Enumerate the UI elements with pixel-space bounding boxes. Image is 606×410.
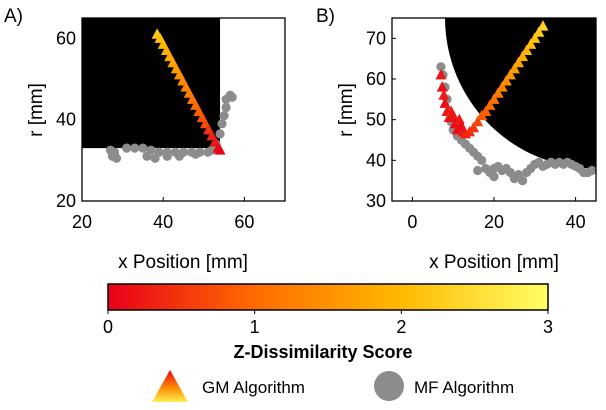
x-tick-label: 20 [484,212,504,232]
y-tick-label: 20 [56,191,76,211]
gm-point [533,26,545,37]
gm-point [438,89,450,100]
panel-b: B) 0 20 40 30 40 50 60 70 x Position [mm] r [mm… [316,6,597,273]
panel-a-ylabel: r [mm] [26,83,47,137]
mf-point [217,119,227,129]
gm-point [484,99,496,110]
gm-point [508,62,520,74]
y-tick-label: 70 [366,28,386,48]
panel-a: A) 20 40 60 20 40 60 x Position [mm] r [mm] [4,6,286,273]
mf-legend-circle-icon [374,371,404,401]
panel-a-xlabel: x Position [mm] [118,252,248,273]
gm-point [521,44,533,56]
gm-point [472,115,484,127]
gm-point [436,81,448,92]
mf-point [509,174,519,184]
gm-point [214,144,226,155]
mf-point [111,153,122,163]
gm-point [435,68,447,80]
panel-b-mf-series [436,62,596,186]
y-tick-label: 30 [366,191,386,211]
plot-frame [81,17,286,202]
x-tick-label: 0 [407,212,417,232]
mf-point [489,172,499,182]
mf-point [162,151,172,161]
colorbar: 0 1 2 3 Z-Dissimilarity Score [103,283,553,362]
gm-point [496,81,508,92]
colorbar-tick-label: 0 [103,317,113,337]
y-tick-label: 40 [366,150,386,170]
x-tick-label: 60 [234,212,254,232]
gm-point [480,105,492,117]
mf-point [215,129,225,139]
panel-a-obstacle [82,18,221,149]
mf-point [219,111,229,121]
y-tick-label: 60 [56,28,76,48]
gm-point [517,50,529,62]
x-tick-label: 20 [72,212,92,232]
panel-a-mf-series [105,90,237,163]
colorbar-label: Z-Dissimilarity Score [233,342,412,362]
gm-point [525,38,537,49]
colorbar-tick-label: 1 [250,317,260,337]
gm-point [492,87,504,98]
gm-point [512,56,524,68]
panel-a-axes: 20 40 60 20 40 60 [56,17,286,232]
gm-legend-label: GM Algorithm [202,378,305,397]
panel-b-xlabel: x Position [mm] [429,252,559,273]
mf-point [587,165,596,176]
legend: GM Algorithm MF Algorithm [152,370,514,402]
colorbar-tick-label: 3 [543,317,553,337]
gm-point [529,32,541,43]
mf-legend-label: MF Algorithm [414,378,514,397]
gm-point [488,93,500,104]
mf-point [130,143,140,153]
mf-point [150,153,160,163]
mf-point [436,62,446,72]
gm-point [439,97,451,108]
panel-b-gm-series [435,20,549,139]
mf-point [122,143,132,153]
y-tick-label: 40 [56,110,76,130]
mf-point [473,165,483,176]
panel-a-label: A) [4,6,23,27]
gm-point [447,109,459,121]
mf-point [142,151,152,161]
panel-b-axes: 0 20 40 30 40 50 60 70 [366,17,597,232]
panel-a-gm-series [151,28,226,155]
x-tick-label: 40 [566,212,586,232]
obstacle-region [445,18,596,169]
mf-point [221,102,231,113]
x-tick-label: 40 [153,212,173,232]
panel-b-ylabel: r [mm] [336,83,357,137]
gm-legend-triangle-icon [152,370,188,402]
colorbar-tick-label: 2 [396,317,406,337]
y-tick-label: 50 [366,110,386,130]
gm-point [537,20,549,31]
mf-point [517,176,528,186]
gm-point [504,68,516,80]
gm-point [468,121,480,133]
mf-point [174,151,185,161]
panel-b-label: B) [316,6,335,27]
colorbar-ticks: 0 1 2 3 [103,310,553,337]
mf-point [477,155,487,165]
mf-point [191,149,201,159]
colorbar-bar [107,283,549,311]
y-tick-label: 60 [366,69,386,89]
mf-point [227,92,237,102]
gm-point [500,75,512,86]
panel-b-obstacle [445,18,596,169]
mf-point [138,143,148,153]
obstacle-region [82,18,221,149]
